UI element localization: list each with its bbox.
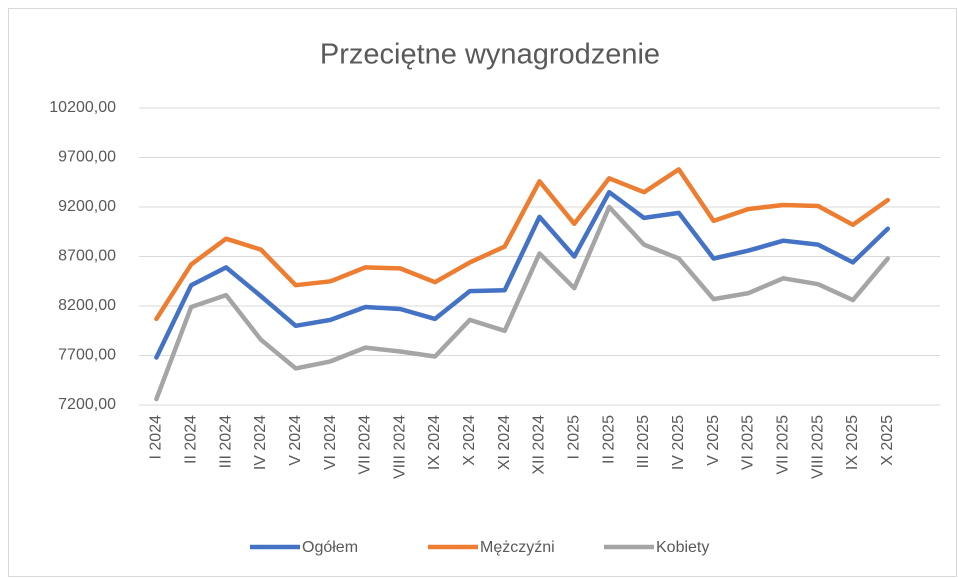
x-tick-label: I 2025	[566, 415, 583, 460]
y-tick-label: 9700,00	[58, 149, 116, 166]
x-tick-label: IX 2025	[844, 415, 861, 470]
x-tick-label: VI 2025	[740, 415, 757, 470]
x-tick-label: III 2024	[217, 415, 234, 468]
legend-label: Mężczyźni	[480, 539, 555, 556]
x-tick-label: V 2024	[287, 415, 304, 466]
chart-title: Przeciętne wynagrodzenie	[320, 39, 660, 71]
x-tick-label: X 2025	[879, 415, 896, 466]
x-tick-label: X 2024	[461, 415, 478, 466]
y-tick-label: 9200,00	[58, 198, 116, 215]
x-tick-label: II 2025	[600, 415, 617, 464]
series-line	[154, 204, 891, 402]
series-line	[154, 189, 891, 360]
x-tick-label: IV 2025	[670, 415, 687, 470]
x-tick-label: VI 2024	[322, 415, 339, 470]
x-tick-label: I 2024	[148, 415, 165, 460]
x-tick-label: VIII 2024	[391, 415, 408, 479]
x-tick-label: XII 2024	[531, 415, 548, 475]
y-tick-label: 8700,00	[58, 248, 116, 265]
x-tick-label: VII 2025	[775, 415, 792, 475]
legend-label: Kobiety	[656, 539, 709, 556]
x-tick-label: VII 2024	[357, 415, 374, 475]
x-tick-label: II 2024	[182, 415, 199, 464]
y-tick-label: 7200,00	[58, 396, 116, 413]
x-tick-label: IV 2024	[252, 415, 269, 470]
y-tick-label: 10200,00	[49, 99, 116, 116]
legend-label: Ogółem	[302, 539, 358, 556]
x-tick-label: VIII 2025	[809, 415, 826, 479]
y-tick-label: 7700,00	[58, 347, 116, 364]
x-tick-label: V 2025	[705, 415, 722, 466]
x-tick-label: XI 2024	[496, 415, 513, 470]
x-tick-label: III 2025	[635, 415, 652, 468]
x-tick-label: IX 2024	[426, 415, 443, 470]
series-line	[154, 167, 891, 322]
y-tick-label: 8200,00	[58, 297, 116, 314]
